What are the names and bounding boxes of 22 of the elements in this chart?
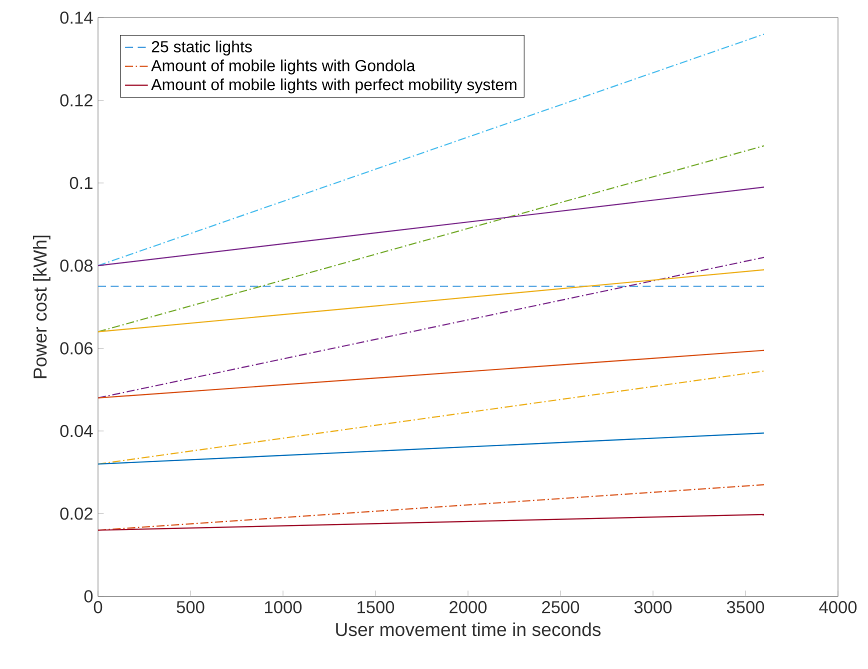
y-tick-label: 0 — [84, 590, 93, 602]
y-tick-label: 0.02 — [60, 507, 92, 520]
y-tick-label: 0.12 — [60, 94, 92, 106]
y-tick-label: 0.14 — [60, 11, 93, 24]
x-tick-label: 1000 — [265, 600, 302, 614]
x-tick-label: 3500 — [726, 600, 764, 614]
x-tick-label: 0 — [94, 600, 102, 614]
legend-label: 25 static lights — [152, 40, 252, 56]
y-axis-title: Power cost [kWh] — [33, 236, 50, 378]
x-tick-label: 500 — [176, 600, 204, 614]
y-tick-label: 0.08 — [60, 259, 93, 272]
y-tick-label: 0.06 — [60, 342, 93, 354]
x-tick-label: 2500 — [542, 600, 580, 614]
x-tick-label: 2000 — [450, 600, 487, 614]
y-tick-label: 0.04 — [60, 424, 93, 437]
x-tick-label: 4000 — [819, 600, 857, 614]
legend-label: Amount of mobile lights with perfect mobility system — [151, 78, 516, 94]
y-tick-label: 0.1 — [70, 176, 92, 189]
x-axis-title: User movement time in seconds — [336, 622, 601, 636]
x-tick-label: 3000 — [634, 600, 672, 614]
legend-label: Amount of mobile lights with Gondola — [151, 59, 416, 74]
x-tick-label: 1500 — [358, 600, 394, 614]
